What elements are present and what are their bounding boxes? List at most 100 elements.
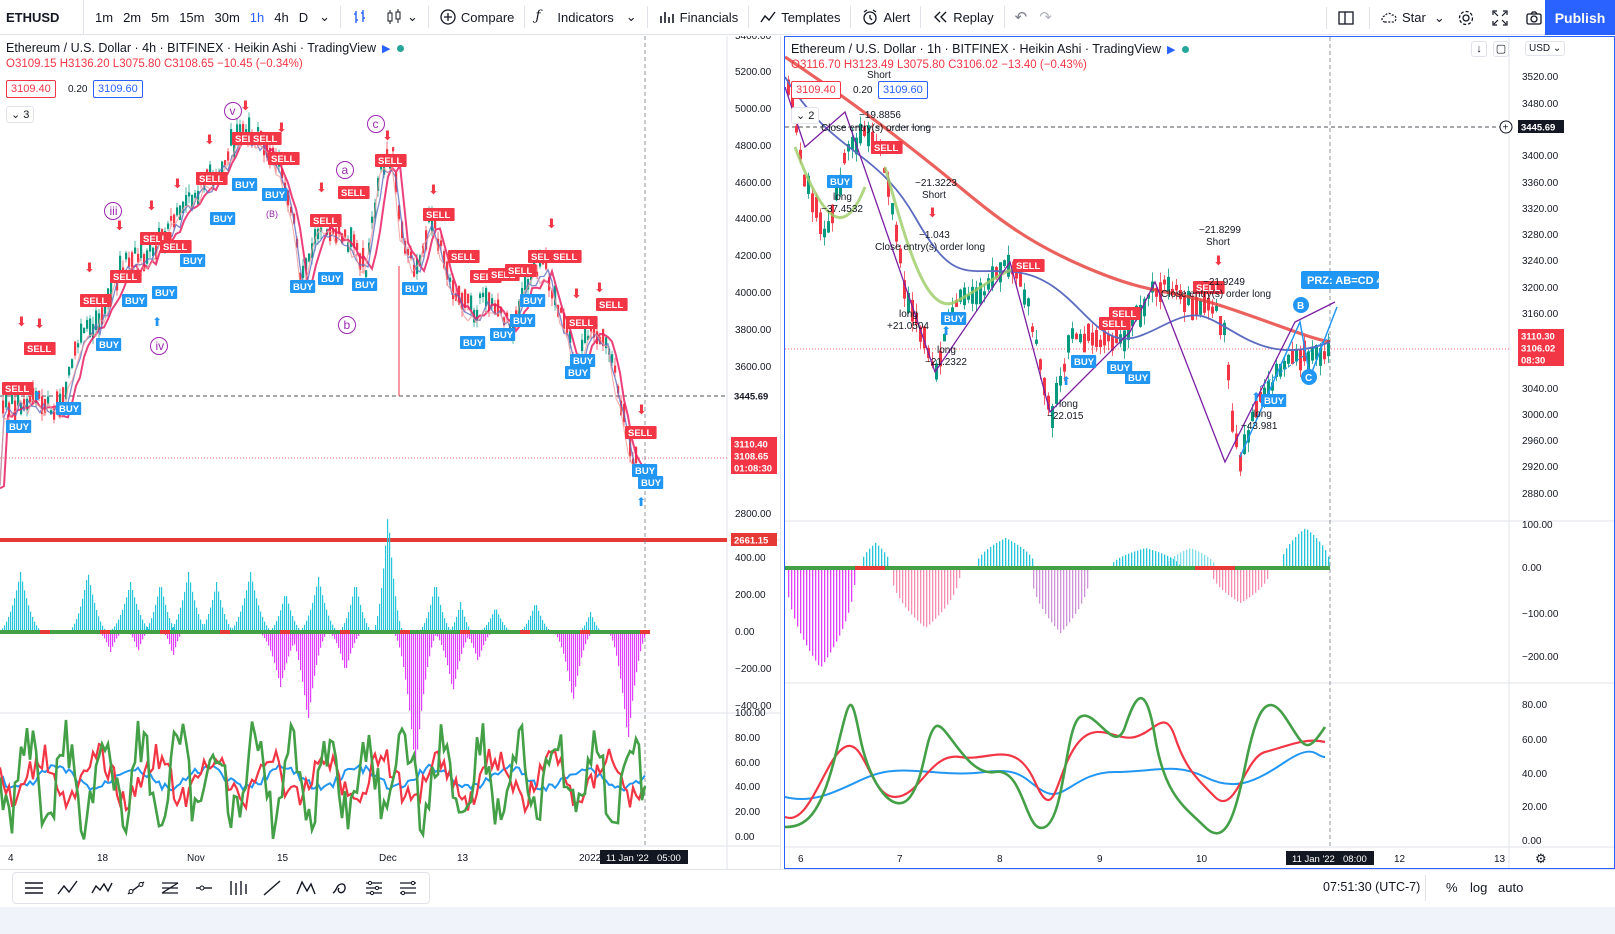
hist-bar-positive bbox=[538, 610, 540, 632]
candle bbox=[605, 337, 608, 349]
line-tool[interactable] bbox=[255, 874, 289, 902]
sell-signal-tag: SELL bbox=[553, 252, 577, 263]
buy-signal-tag-bg bbox=[352, 278, 378, 291]
snapshot-button[interactable] bbox=[1519, 0, 1553, 35]
brush-tool[interactable] bbox=[323, 874, 357, 902]
hist-bar-positive bbox=[288, 603, 290, 632]
financials-button[interactable]: Financials bbox=[652, 0, 745, 35]
hist-bar-negative bbox=[563, 632, 565, 654]
compare-button[interactable]: Compare bbox=[433, 0, 520, 35]
percent-toggle[interactable]: % bbox=[1446, 880, 1458, 895]
trendline-tool[interactable] bbox=[119, 874, 153, 902]
left-chart[interactable]: 5400.00 5200.00 5000.00 4800.00 4600.00 4400.… bbox=[0, 36, 781, 869]
templates-button[interactable]: Templates bbox=[753, 0, 846, 35]
star-button[interactable]: Star ⌄ bbox=[1374, 0, 1451, 35]
interval-4h[interactable]: 4h bbox=[274, 9, 289, 25]
hist-bar-positive bbox=[72, 627, 74, 632]
channels-tool[interactable] bbox=[391, 874, 425, 902]
layout-button[interactable] bbox=[1331, 0, 1365, 35]
candle bbox=[551, 290, 554, 299]
indicators-button[interactable]: ƒ Indicators bbox=[529, 0, 619, 35]
hist-bar-positive bbox=[80, 606, 82, 632]
hist-bar-positive bbox=[1020, 546, 1022, 568]
ruler-tool[interactable] bbox=[357, 874, 391, 902]
redo-button[interactable]: ↷ bbox=[1033, 0, 1058, 35]
sell-signal-tag: SELL bbox=[1112, 309, 1136, 320]
hist-bar-positive bbox=[438, 596, 440, 632]
fib-tool[interactable] bbox=[153, 874, 187, 902]
log-toggle[interactable]: log bbox=[1470, 880, 1488, 895]
hist-zero-line bbox=[0, 630, 648, 634]
candle bbox=[563, 312, 566, 329]
right-indicator-toggle[interactable]: ⌄ 2 bbox=[791, 107, 820, 124]
clock[interactable]: 07:51:30 (UTC-7) bbox=[1323, 880, 1421, 894]
hist-bar-positive bbox=[1198, 551, 1200, 568]
hist-bar-negative bbox=[926, 568, 928, 628]
horizontal-ray-tool[interactable] bbox=[187, 874, 221, 902]
maximize-icon: ▢ bbox=[1495, 43, 1507, 55]
hist-bar-positive bbox=[1186, 549, 1188, 568]
left-chart-canvas[interactable]: 5400.005200.005000.004800.004600.004400.… bbox=[0, 36, 781, 869]
buy-signal-tag-bg bbox=[1071, 355, 1097, 368]
alert-clock-icon bbox=[863, 9, 878, 25]
right-chart[interactable]: 3520.00 3480.00 3445.69 3400.00 3360.00 3320.… bbox=[784, 36, 1615, 869]
hist-bar-positive bbox=[375, 624, 377, 632]
replay-button[interactable]: Replay bbox=[925, 0, 999, 35]
intervals-dropdown[interactable]: ⌄ bbox=[313, 0, 336, 35]
interval-2m[interactable]: 2m bbox=[123, 9, 142, 25]
maximize-pane-button[interactable]: ▢ bbox=[1493, 41, 1509, 57]
left-indicator-toggle[interactable]: ⌄ 3 bbox=[6, 106, 35, 123]
crosshair-time: 11 Jan '22 bbox=[1292, 854, 1335, 865]
indicators-dropdown[interactable]: ⌄ bbox=[620, 0, 643, 35]
hist-bar-positive bbox=[149, 623, 151, 632]
menu-lines-tool[interactable] bbox=[17, 874, 51, 902]
candle bbox=[65, 382, 68, 400]
left-sell-price[interactable]: 3109.40 bbox=[6, 80, 56, 98]
horizontal-scrollbar[interactable] bbox=[0, 907, 1615, 934]
settings-button[interactable] bbox=[1451, 0, 1485, 35]
candle bbox=[991, 266, 994, 288]
symbol-search[interactable]: ETHUSD bbox=[0, 0, 84, 35]
hist-bar-negative bbox=[409, 632, 411, 711]
xabcd-tool[interactable] bbox=[289, 874, 323, 902]
interval-d[interactable]: D bbox=[298, 9, 309, 25]
time-axis-label: 18 bbox=[97, 853, 109, 864]
wave-label-circle bbox=[336, 161, 354, 179]
elliott-wave-tool[interactable] bbox=[85, 874, 119, 902]
bars-style-button[interactable] bbox=[345, 0, 379, 35]
candle bbox=[2, 400, 5, 414]
auto-toggle[interactable]: auto bbox=[1498, 880, 1524, 895]
sell-signal-tag-bg bbox=[1193, 281, 1225, 294]
undo-button[interactable]: ↶ bbox=[1009, 0, 1034, 35]
publish-button[interactable]: Publish bbox=[1545, 0, 1615, 35]
fullscreen-button[interactable] bbox=[1485, 0, 1519, 35]
hist-bar-negative bbox=[1066, 568, 1068, 627]
right-sell-price[interactable]: 3109.40 bbox=[791, 81, 841, 99]
right-buy-price[interactable]: 3109.60 bbox=[878, 81, 928, 99]
abc-pattern-tool[interactable] bbox=[51, 874, 85, 902]
price-axis-label: 3320.00 bbox=[1522, 204, 1559, 215]
candle bbox=[1311, 346, 1314, 361]
right-chart-canvas[interactable]: 3520.00 3480.00 3445.69 3400.00 3360.00 3320.… bbox=[785, 37, 1615, 869]
top-toolbar: ETHUSD 1m 2m 5m 15m 30m 1h 4h D ⌄ ⌄ Comp… bbox=[0, 0, 1615, 35]
divider bbox=[1369, 6, 1370, 29]
left-buy-price[interactable]: 3109.60 bbox=[93, 80, 143, 98]
currency-selector[interactable]: USD ⌄ bbox=[1525, 41, 1566, 56]
candles-style-button[interactable]: ⌄ bbox=[379, 0, 424, 35]
buy-signal-tag: BUY bbox=[355, 280, 376, 291]
interval-15m[interactable]: 15m bbox=[179, 9, 205, 25]
scroll-down-button[interactable]: ↓ bbox=[1471, 41, 1487, 57]
interval-5m[interactable]: 5m bbox=[151, 9, 170, 25]
interval-1m[interactable]: 1m bbox=[95, 9, 114, 25]
interval-30m[interactable]: 30m bbox=[214, 9, 240, 25]
hist-bar-positive bbox=[395, 596, 397, 632]
alert-button[interactable]: Alert bbox=[855, 0, 916, 35]
hist-bar-negative bbox=[854, 568, 856, 585]
hist-bar-positive bbox=[294, 620, 296, 632]
hist-axis-label: 400.00 bbox=[735, 553, 766, 564]
bars-pattern-tool[interactable] bbox=[221, 874, 255, 902]
candle bbox=[1095, 329, 1098, 348]
hist-bar-positive bbox=[1128, 553, 1130, 568]
hist-zero-segment bbox=[640, 630, 650, 634]
interval-1h[interactable]: 1h bbox=[249, 9, 265, 25]
